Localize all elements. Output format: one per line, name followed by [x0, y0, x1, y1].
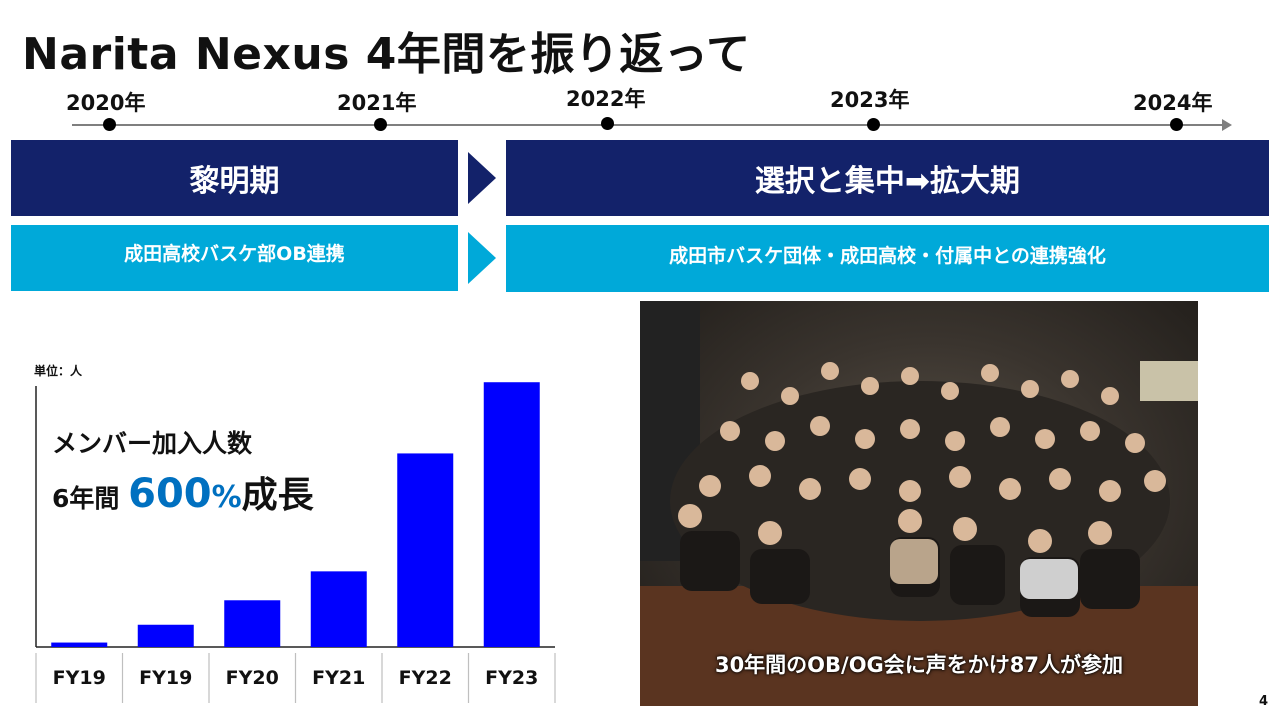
phase2-title-band: 選択と集中➡拡大期 — [506, 140, 1269, 216]
timeline-year-2024: 2024年 — [1133, 91, 1213, 115]
timeline-dot-2024 — [1170, 118, 1183, 131]
headline-prefix: 6年間 — [52, 484, 129, 513]
page-title: Narita Nexus 4年間を振り返って — [22, 29, 751, 80]
bar-fy22-4 — [397, 453, 454, 647]
headline-suffix: 成長 — [241, 475, 314, 516]
member-growth-chart: FY19 FY19 FY20 FY21 FY22 FY23 — [35, 382, 556, 703]
timeline-year-2022: 2022年 — [566, 87, 646, 111]
tick-label: FY22 — [399, 667, 452, 689]
timeline-arrow-icon — [1222, 119, 1232, 131]
timeline-dot-2021 — [374, 118, 387, 131]
timeline-axis — [72, 124, 1224, 126]
timeline-dot-2022 — [601, 117, 614, 130]
bar-fy23-5 — [483, 382, 540, 647]
headline-big-number: 600 — [128, 471, 212, 517]
tick-label: FY19 — [53, 667, 106, 689]
headline-percent: % — [211, 480, 242, 515]
growth-headline: メンバー加入人数 6年間 600%成長 — [52, 424, 314, 518]
chart-unit-label: 単位：人 — [34, 364, 83, 378]
phase2-desc: 成田市バスケ団体・成田高校・付属中との連携強化 — [669, 245, 1106, 267]
phase1-desc-band: 成田高校バスケ部OB連携 — [11, 225, 458, 291]
phase2-desc-band: 成田市バスケ団体・成田高校・付属中との連携強化 — [506, 225, 1269, 292]
photo-caption: 30年間のOB/OG会に声をかけ87人が参加 — [714, 653, 1124, 677]
event-photo: 30年間のOB/OG会に声をかけ87人が参加 — [640, 301, 1198, 706]
timeline-dot-2023 — [867, 118, 880, 131]
timeline-dot-2020 — [103, 118, 116, 131]
phase1-title-band: 黎明期 — [11, 140, 458, 216]
bar-fy19-0 — [51, 642, 108, 647]
tick-label: FY21 — [312, 667, 365, 689]
tick-label: FY19 — [139, 667, 192, 689]
tick-label: FY23 — [485, 667, 538, 689]
tick-label: FY20 — [226, 667, 279, 689]
chevron-right-icon — [468, 232, 496, 284]
headline-line1: メンバー加入人数 — [52, 429, 253, 458]
phase1-title: 黎明期 — [189, 164, 280, 199]
timeline-year-2023: 2023年 — [830, 88, 910, 112]
timeline-year-2021: 2021年 — [337, 91, 417, 115]
chevron-right-icon — [468, 152, 496, 204]
headline-line2: 6年間 600%成長 — [52, 466, 314, 518]
crowd-illustration — [640, 301, 1198, 706]
bar-fy19-1 — [137, 624, 194, 647]
bar-fy20-2 — [224, 600, 281, 647]
page-number: 4 — [1258, 694, 1268, 709]
phase2-title: 選択と集中➡拡大期 — [754, 164, 1021, 199]
phase1-desc: 成田高校バスケ部OB連携 — [124, 242, 345, 265]
bar-fy21-3 — [310, 571, 367, 647]
timeline-year-2020: 2020年 — [66, 91, 146, 115]
